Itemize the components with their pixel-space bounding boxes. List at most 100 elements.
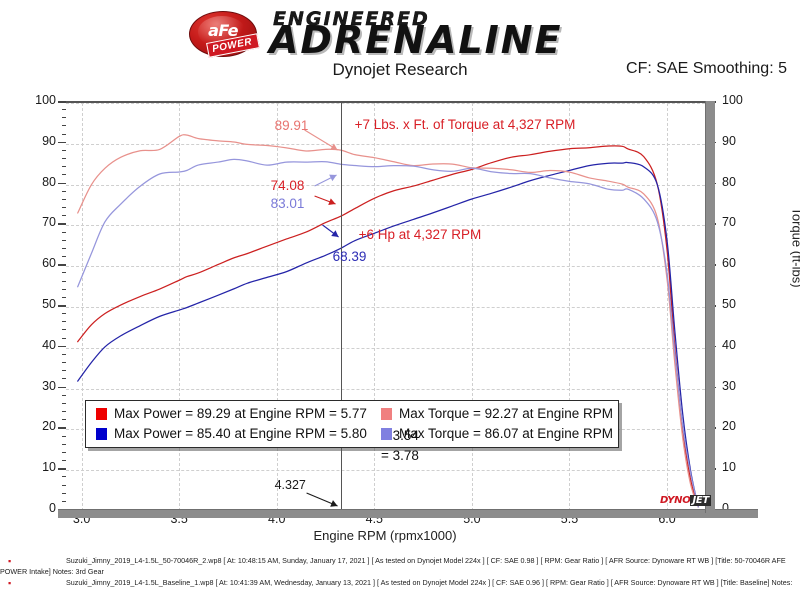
chart-legend: Max Power = 89.29 at Engine RPM = 5.77 M… bbox=[85, 400, 619, 463]
y-axis-left-minor-tick bbox=[62, 411, 67, 413]
y-axis-left-tick-mark bbox=[58, 345, 67, 348]
y-axis-left-tick-label: 20 bbox=[42, 419, 56, 434]
grid-line-horizontal bbox=[66, 103, 710, 105]
legend-swatch-power-modified bbox=[96, 408, 107, 420]
y-axis-left-tick-label: 50 bbox=[42, 297, 56, 311]
afe-badge-icon: aFe POWER bbox=[185, 10, 263, 58]
y-axis-right-tick-label: 10 bbox=[722, 460, 736, 475]
y-axis-right-tick-label: 30 bbox=[722, 378, 736, 393]
tagline-engineered: ENGINEERED bbox=[273, 8, 430, 30]
y-axis-left-minor-tick bbox=[62, 198, 67, 200]
annotation-power-modified-value: 74.08 bbox=[270, 178, 305, 193]
footnote-bullet-icon: ▪ bbox=[8, 556, 12, 566]
grid-line-horizontal bbox=[66, 307, 710, 309]
y-axis-left-minor-tick bbox=[62, 247, 67, 249]
y-axis-left-minor-tick bbox=[62, 321, 67, 323]
footnote-text-1b: POWER Intake] Notes: 3rd Gear bbox=[0, 566, 104, 576]
y-axis-right-tick-label: 90 bbox=[722, 133, 736, 148]
y-axis-left-tick-mark bbox=[58, 264, 67, 266]
y-axis-left-minor-tick bbox=[62, 500, 67, 502]
y-axis-left-minor-tick bbox=[62, 296, 67, 298]
y-axis-left-minor-tick bbox=[62, 215, 67, 217]
x-axis-rail[interactable] bbox=[58, 509, 758, 518]
legend-label-power-baseline: Max Power = 85.40 at Engine RPM = 5.80 bbox=[114, 426, 367, 441]
y-axis-left-minor-tick bbox=[62, 272, 67, 274]
y-axis-left-tick-mark bbox=[58, 305, 67, 307]
y-axis-right-rail[interactable] bbox=[705, 101, 715, 513]
chart-subtitle: Dynojet Research bbox=[332, 60, 468, 79]
y-axis-left-minor-tick bbox=[62, 435, 67, 437]
afe-brand-text: aFe bbox=[208, 21, 238, 40]
y-axis-right-tick-label: 40 bbox=[722, 337, 736, 352]
curve-power-baseline bbox=[77, 161, 699, 508]
y-axis-left-tick-label: 10 bbox=[42, 460, 56, 475]
annotation-arrow bbox=[314, 174, 337, 187]
legend-label-torque-baseline: Max Torque = 86.07 at Engine RPM = 3.78 bbox=[381, 426, 614, 463]
y-axis-left-minor-tick bbox=[62, 451, 67, 453]
grid-line-horizontal bbox=[66, 266, 710, 268]
y-axis-left-minor-tick bbox=[62, 117, 67, 119]
annotation-torque-delta: +7 Lbs. x Ft. of Torque at 4,327 RPM bbox=[354, 117, 576, 132]
y-axis-left-tick-label: 40 bbox=[42, 337, 56, 352]
dynojet-word-1: DYNO bbox=[660, 495, 691, 506]
footnotes: ▪ Suzuki_Jimny_2019_L4-1.5L_50-70046R_2.… bbox=[0, 556, 800, 589]
y-axis-left-minor-tick bbox=[62, 337, 67, 339]
y-axis-left-tick-label: 70 bbox=[42, 215, 56, 230]
y-axis-right-tick-label: 80 bbox=[722, 174, 736, 189]
y-axis-left-minor-tick bbox=[62, 443, 67, 445]
cursor-rpm-label: 4.327 bbox=[274, 478, 306, 492]
y-axis-left-minor-tick bbox=[62, 329, 67, 331]
grid-line-horizontal bbox=[66, 225, 710, 227]
cursor-line[interactable] bbox=[340, 103, 342, 511]
cf-smoothing-note: CF: SAE Smoothing: 5 bbox=[626, 60, 787, 77]
x-axis-title: Engine RPM (rpmx1000) bbox=[313, 528, 457, 543]
curve-torque-modified bbox=[77, 134, 699, 508]
annotation-arrow bbox=[314, 195, 336, 206]
annotation-arrows bbox=[304, 129, 339, 507]
y-axis-right-tick-label: 50 bbox=[722, 297, 736, 311]
y-axis-left-tick-mark bbox=[58, 427, 67, 429]
legend-swatch-power-baseline bbox=[96, 428, 107, 440]
y-axis-left-tick-mark bbox=[58, 101, 67, 103]
y-axis-left-minor-tick bbox=[62, 362, 67, 364]
y-axis-left-minor-tick bbox=[62, 174, 67, 176]
y-axis-left-minor-tick bbox=[62, 492, 67, 494]
y-axis-left-minor-tick bbox=[62, 207, 67, 209]
legend-swatch-torque-modified bbox=[381, 408, 392, 420]
legend-row-torque-modified: Max Torque = 92.27 at Engine RPM = 3.54 bbox=[381, 403, 618, 443]
y-axis-left-minor-tick bbox=[62, 288, 67, 290]
y-axis-left-minor-tick bbox=[62, 370, 67, 372]
y-axis-left-minor-tick bbox=[62, 125, 67, 127]
y-axis-right-tick-label: 20 bbox=[722, 419, 736, 434]
chart-header: aFe POWER ENGINEERED ADRENALINE Dynojet … bbox=[0, 0, 800, 95]
y-axis-left-minor-tick bbox=[62, 476, 67, 478]
legend-swatch-torque-baseline bbox=[381, 428, 392, 440]
y-axis-left-tick-label: 30 bbox=[42, 378, 56, 393]
y-axis-right-title: Torque (ft-lbs) bbox=[789, 207, 800, 288]
annotation-power-delta: +6 Hp at 4,327 RPM bbox=[358, 227, 482, 242]
y-axis-left-tick-mark bbox=[58, 182, 67, 185]
legend-row-power-baseline: Max Power = 85.40 at Engine RPM = 5.80 bbox=[96, 423, 367, 445]
y-axis-left-tick-mark bbox=[58, 141, 67, 144]
y-axis-left-tick-label: 80 bbox=[42, 174, 56, 189]
footnote-text-1: Suzuki_Jimny_2019_L4-1.5L_50-70046R_2.wp… bbox=[66, 556, 786, 565]
y-axis-left-minor-tick bbox=[62, 109, 67, 111]
y-axis-left-minor-tick bbox=[62, 394, 67, 396]
footnote-bullet-icon-2: ▪ bbox=[8, 578, 12, 588]
y-axis-right-tick-label: 100 bbox=[722, 93, 743, 107]
y-axis-left-minor-tick bbox=[62, 280, 67, 282]
y-axis-left-minor-tick bbox=[62, 158, 67, 160]
y-axis-left-tick-label: 90 bbox=[42, 133, 56, 148]
curve-svg bbox=[77, 134, 699, 508]
grid-line-horizontal bbox=[66, 470, 710, 472]
annotation-torque-modified-value: 89.91 bbox=[274, 118, 309, 133]
grid-line-horizontal bbox=[66, 347, 710, 350]
y-axis-left-tick-label: 60 bbox=[42, 256, 56, 271]
dynojet-watermark: DYNO JET bbox=[660, 495, 711, 506]
y-axis-left-minor-tick bbox=[62, 313, 67, 315]
y-axis-right-tick-label: 60 bbox=[722, 256, 736, 271]
y-axis-right-tick-label: 70 bbox=[722, 215, 736, 230]
legend-row-torque-baseline: Max Torque = 86.07 at Engine RPM = 3.78 bbox=[381, 423, 618, 463]
legend-label-power-modified: Max Power = 89.29 at Engine RPM = 5.77 bbox=[114, 406, 367, 421]
y-axis-left-minor-tick bbox=[62, 378, 67, 380]
